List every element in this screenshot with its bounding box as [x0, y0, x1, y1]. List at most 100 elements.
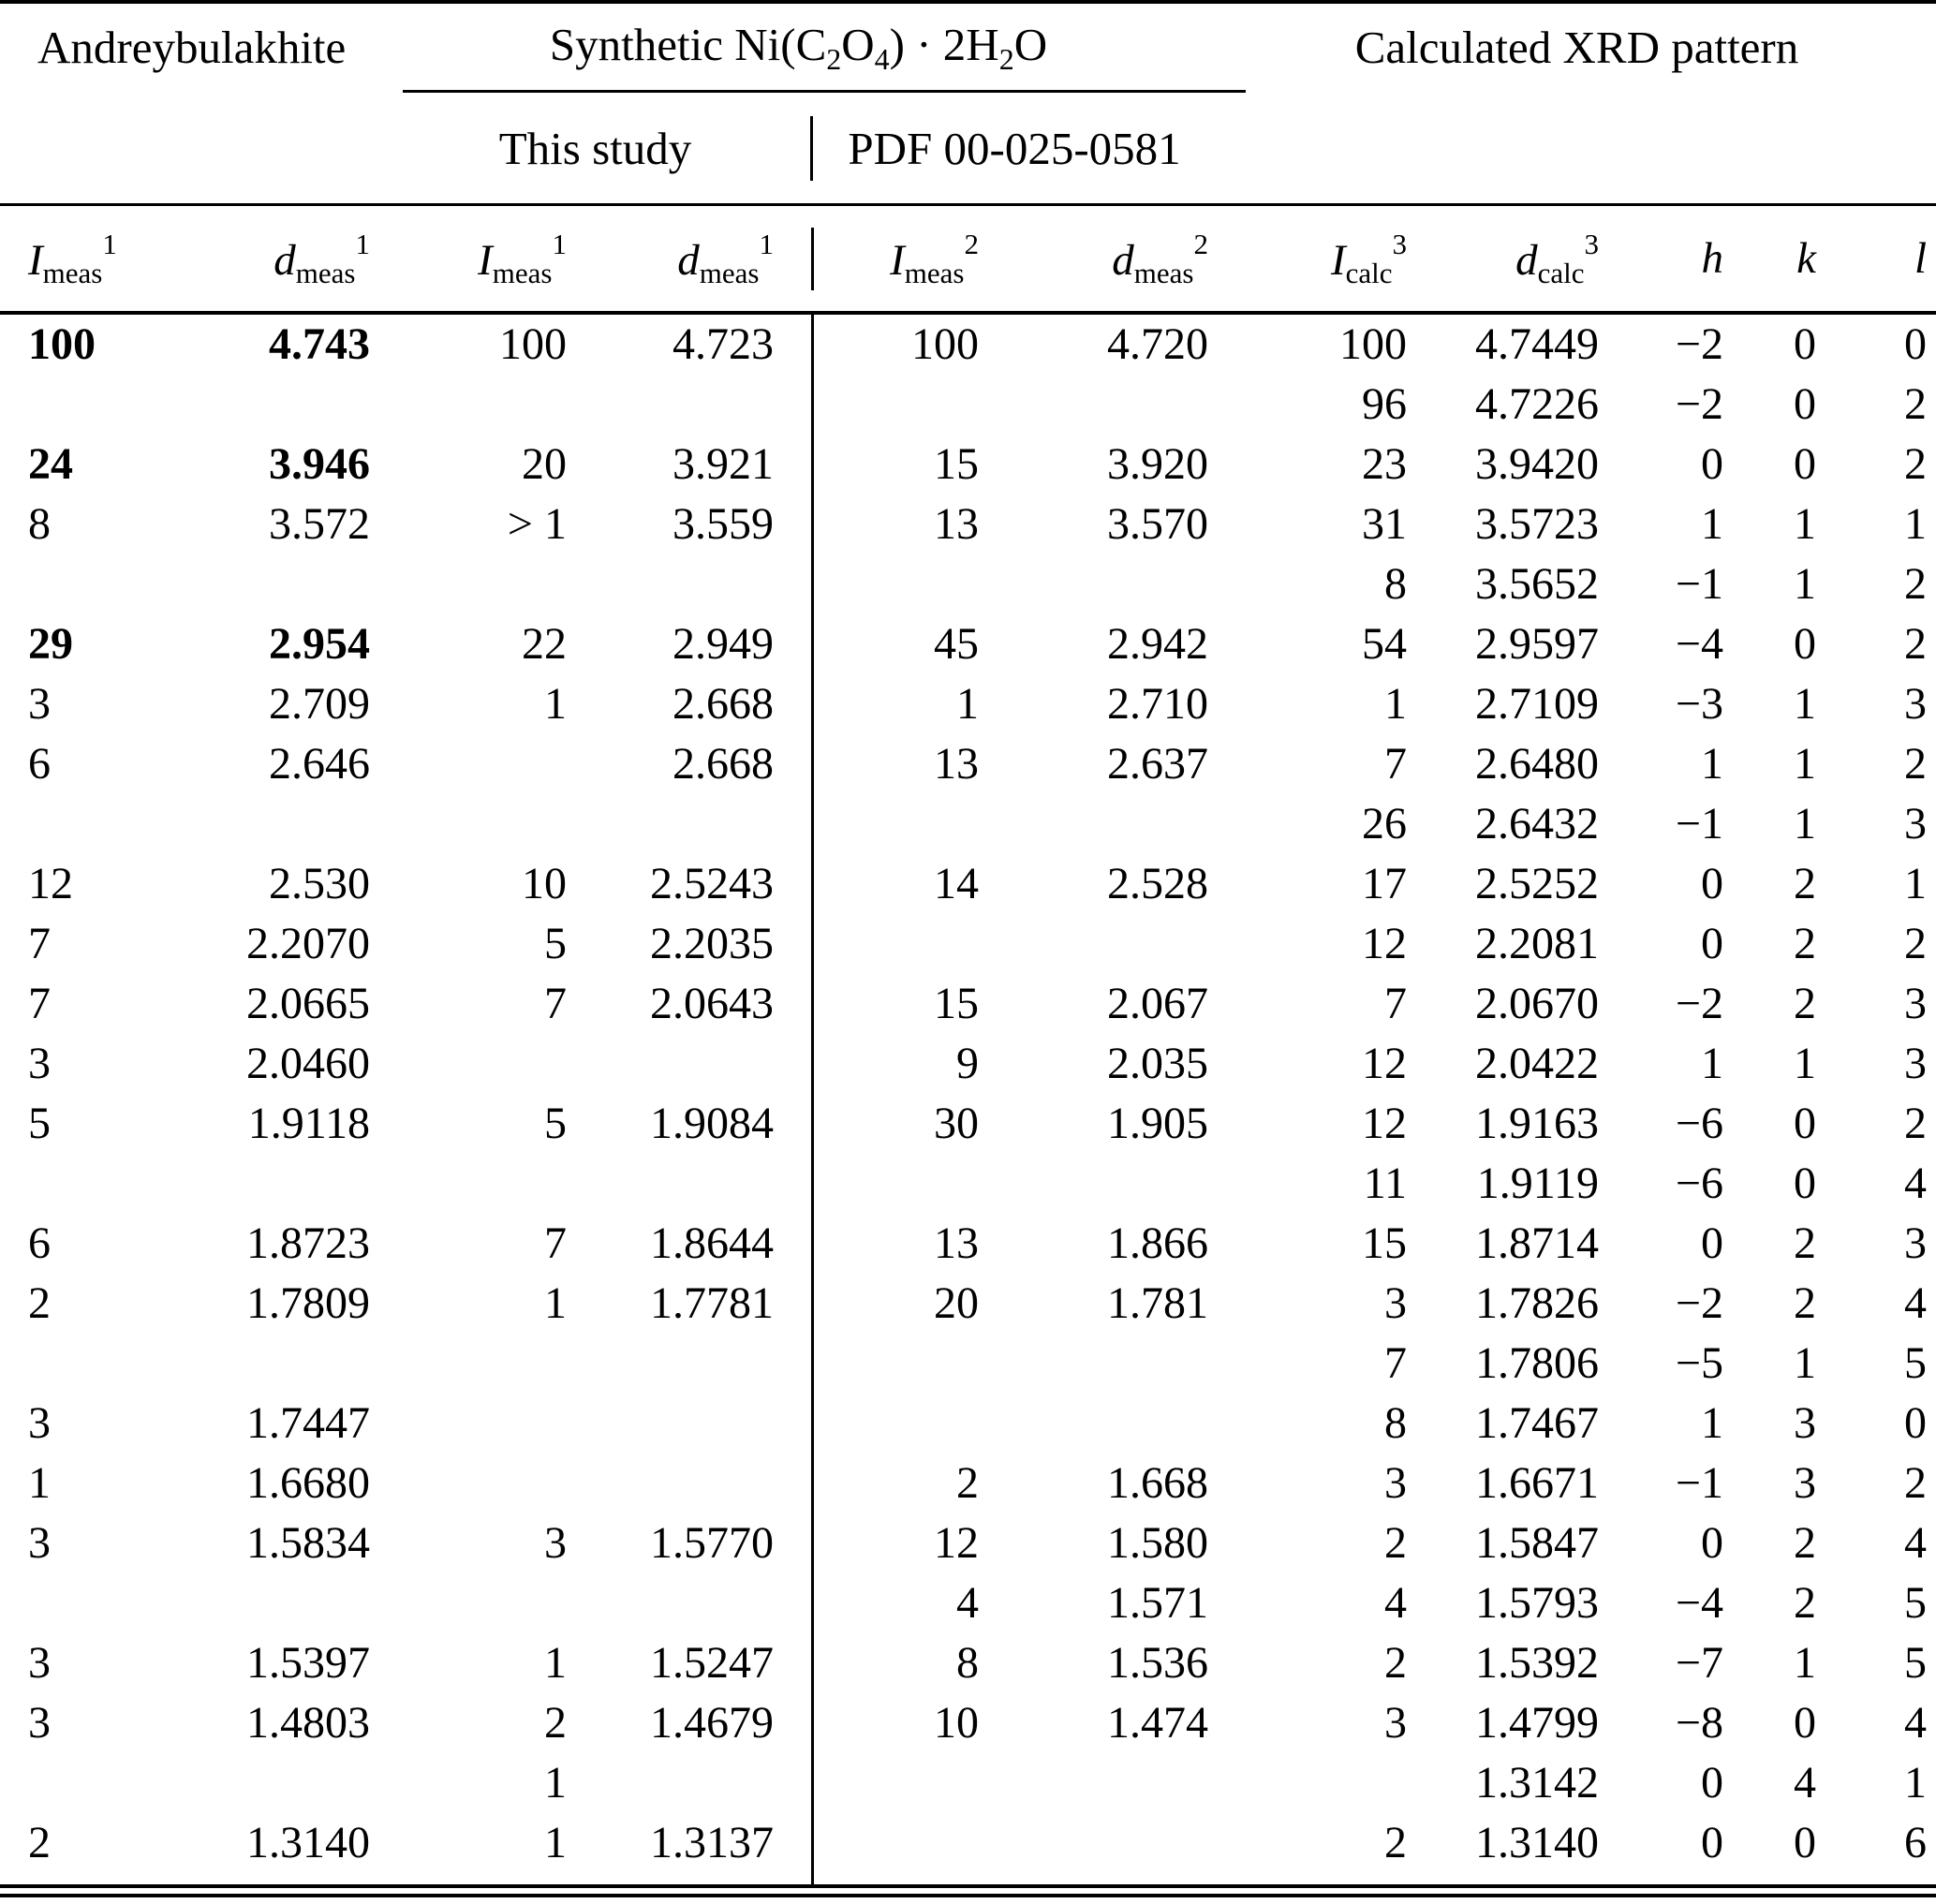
table-cell: 6 [1904, 1818, 1927, 1867]
table-cell: 54 [1362, 619, 1407, 669]
table-cell: 1 [544, 1758, 567, 1808]
table-cell: 2 [1794, 1218, 1816, 1268]
table-cell: 1.7447 [246, 1398, 370, 1448]
table-cell: 1.5847 [1475, 1518, 1599, 1568]
table-cell: −2 [1675, 379, 1723, 429]
col-sup: 2 [964, 227, 980, 260]
table-cell: 1 [1794, 559, 1816, 609]
table-cell [811, 1334, 988, 1394]
table-cell: 2.035 [1107, 1039, 1208, 1088]
table-row: 2 1.7809 1 1.7781 20 1.781 3 1.7826 −2 2 4 [0, 1274, 1936, 1334]
col-header-l: l [1825, 233, 1936, 284]
table-cell [988, 554, 1218, 614]
table-cell [0, 1154, 169, 1214]
table-cell [169, 375, 379, 435]
col-header-imeas1-study: Imeas1 [379, 228, 576, 290]
table-cell: 2.637 [1107, 739, 1208, 789]
table-row: 8 3.572 > 1 3.559 13 3.570 31 3.5723 1 1 1 [0, 494, 1936, 554]
group-header-andreybulakhite: Andreybulakhite [37, 21, 347, 73]
table-cell: 0 [1701, 1518, 1723, 1568]
table-cell: 1.9084 [650, 1099, 774, 1148]
table-cell: 2.6432 [1475, 799, 1599, 849]
table-cell: 3.9420 [1475, 439, 1599, 489]
table-cell [0, 1753, 169, 1813]
sub-header-this-study: This study [498, 122, 692, 174]
table-cell [576, 1454, 811, 1513]
table-cell: 2 [1904, 439, 1927, 489]
table-cell: 1 [544, 1818, 567, 1867]
column-header-row: Imeas1 dmeas1 Imeas1 dmeas1 Imeas2 dmeas… [0, 206, 1936, 311]
table-cell: 1 [1794, 679, 1816, 729]
table-cell: 6 [28, 739, 51, 789]
table-cell: 4.720 [1107, 319, 1208, 369]
table-cell: 2 [1794, 1278, 1816, 1328]
table-cell [988, 914, 1218, 974]
table-cell: 96 [1362, 379, 1407, 429]
col-header-imeas1-andrey: Imeas1 [0, 228, 169, 290]
table-cell: 100 [499, 319, 567, 369]
table-row: 11 1.9119 −6 0 4 [0, 1154, 1936, 1214]
table-cell: 1.3137 [650, 1818, 774, 1867]
table-cell [988, 1334, 1218, 1394]
col-var: I [28, 235, 43, 285]
synthetic-group-rule [403, 90, 1246, 93]
table-cell: 0 [1701, 1218, 1723, 1268]
table-cell: 4 [1904, 1278, 1927, 1328]
table-cell: 17 [1362, 859, 1407, 908]
table-cell: −2 [1675, 1278, 1723, 1328]
table-cell: 1.4803 [246, 1698, 370, 1748]
table-cell: 1.4799 [1475, 1698, 1599, 1748]
table-cell: 5 [28, 1099, 51, 1148]
table-cell: 2.6480 [1475, 739, 1599, 789]
table-cell [169, 1334, 379, 1394]
table-cell: 2 [1904, 739, 1927, 789]
table-cell: 3.920 [1107, 439, 1208, 489]
table-cell: 1.474 [1107, 1698, 1208, 1748]
table-cell: 13 [811, 734, 988, 794]
table-cell: 2.0422 [1475, 1039, 1599, 1088]
table-cell: 3.921 [672, 439, 774, 489]
formula-text: O [1013, 18, 1048, 70]
table-cell: −4 [1675, 1578, 1723, 1628]
table-row: 3 2.709 1 2.668 1 2.710 1 2.7109 −3 1 3 [0, 674, 1936, 734]
table-row: 12 2.530 10 2.5243 14 2.528 17 2.5252 0 2 1 [0, 854, 1936, 914]
table-cell: 1.9119 [1476, 1159, 1599, 1208]
table-cell: −6 [1675, 1159, 1723, 1208]
table-cell: 1.6680 [246, 1458, 370, 1508]
table-cell [576, 794, 811, 854]
table-row: 100 4.743 100 4.723 100 4.720 100 4.7449 −2 0 0 [0, 315, 1936, 375]
table-cell: 14 [811, 854, 988, 914]
table-cell: 4.7226 [1475, 379, 1599, 429]
col-sub: calc [1537, 256, 1585, 289]
formula-text: Synthetic Ni(C [549, 18, 827, 70]
table-cell: 8 [811, 1633, 988, 1693]
table-cell [576, 1034, 811, 1094]
table-cell: 1.3140 [246, 1818, 370, 1867]
table-cell: 29 [28, 619, 73, 669]
table-cell: 3 [28, 1039, 51, 1088]
table-cell: 1.3142 [1475, 1758, 1599, 1808]
table-cell: 1 [811, 674, 988, 734]
table-cell: 3 [544, 1518, 567, 1568]
table-cell: 1.8723 [246, 1218, 370, 1268]
table-row: 8 3.5652 −1 1 2 [0, 554, 1936, 614]
table-cell: 8 [1384, 559, 1407, 609]
table-cell: 100 [28, 319, 96, 369]
table-row: 6 1.8723 7 1.8644 13 1.866 15 1.8714 0 2 3 [0, 1214, 1936, 1274]
table-row: 5 1.9118 5 1.9084 30 1.905 12 1.9163 −6 0 2 [0, 1094, 1936, 1154]
table-cell [988, 375, 1218, 435]
table-cell [169, 794, 379, 854]
table-cell: 0 [1904, 319, 1927, 369]
table-cell: 2.9597 [1475, 619, 1599, 669]
table-cell: 2.528 [1107, 859, 1208, 908]
table-row: 26 2.6432 −1 1 3 [0, 794, 1936, 854]
table-body-padding [0, 1873, 1936, 1884]
table-cell: 1 [1794, 739, 1816, 789]
table-cell: 2.0665 [246, 979, 370, 1028]
table-cell: 1.8714 [1475, 1218, 1599, 1268]
col-var: k [1796, 234, 1816, 283]
formula-text: ) · 2H [889, 18, 999, 70]
table-cell: 2.5243 [650, 859, 774, 908]
table-cell: 1.7809 [246, 1278, 370, 1328]
table-cell: 1 [1794, 1638, 1816, 1688]
